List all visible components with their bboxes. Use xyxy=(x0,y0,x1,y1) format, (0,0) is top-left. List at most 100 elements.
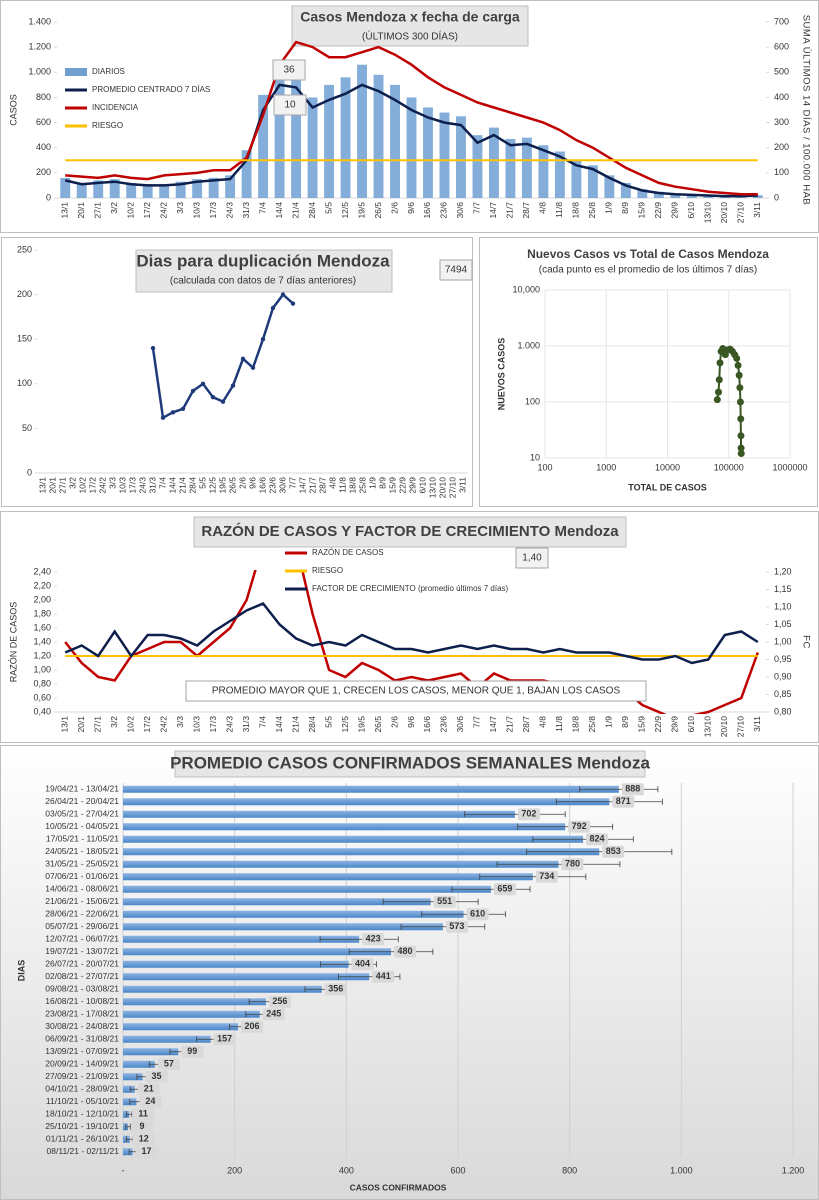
annotation: PROMEDIO MAYOR QUE 1, CRECEN LOS CASOS, … xyxy=(212,686,621,697)
y2-tick-label: 400 xyxy=(774,92,789,102)
x-axis-label: CASOS CONFIRMADOS xyxy=(350,1182,447,1192)
x-tick-label: 10/2 xyxy=(77,477,87,494)
value-label-box xyxy=(213,1033,236,1046)
x-tick-label: 3/3 xyxy=(107,477,117,489)
x-tick-label: 3/11 xyxy=(752,202,762,218)
legend-label: RAZÓN DE CASOS xyxy=(312,548,384,557)
x-tick-label: 10000 xyxy=(655,462,680,472)
line xyxy=(64,601,759,665)
point xyxy=(737,444,745,452)
value-label: 9 xyxy=(140,1121,145,1131)
title-box xyxy=(291,5,529,47)
x-tick-label: 27/1 xyxy=(57,477,67,494)
x-tick-label: 19/5 xyxy=(356,716,366,733)
y-tick-label: 03/05/21 - 27/04/21 xyxy=(45,809,119,819)
y-tick-label: 200 xyxy=(17,289,32,299)
y-tick-label: 0,60 xyxy=(33,692,51,702)
legend-label: RIESGO xyxy=(92,121,123,130)
y-tick-label: 17/05/21 - 11/05/21 xyxy=(46,834,119,844)
value-label-box xyxy=(568,820,591,833)
x-tick-label: 24/2 xyxy=(158,202,168,219)
y-axis-label: NUEVOS CASOS xyxy=(496,338,506,411)
x-tick-label: 16/6 xyxy=(422,716,432,733)
y-tick-label: 1.400 xyxy=(28,16,51,26)
value-label: 24 xyxy=(145,1096,155,1106)
x-tick-label: 26/5 xyxy=(373,716,383,733)
x-tick-label: 14/7 xyxy=(488,202,498,219)
annotation-box xyxy=(439,259,473,281)
bar xyxy=(123,1073,143,1081)
y-tick-label: 1,60 xyxy=(33,622,51,632)
value-label-box xyxy=(602,845,625,858)
annotation: 7494 xyxy=(445,265,468,276)
x-tick-label: 9/6 xyxy=(406,202,416,214)
bar xyxy=(620,182,631,198)
value-label-box xyxy=(535,870,558,883)
bar xyxy=(109,179,120,198)
y-tick-label: 13/09/21 - 07/09/21 xyxy=(45,1046,119,1056)
y2-tick-label: 100 xyxy=(774,167,789,177)
bar xyxy=(60,177,71,198)
value-label: 17 xyxy=(141,1146,151,1156)
x-tick-label: 21/7 xyxy=(505,202,515,219)
chart-title: RAZÓN DE CASOS Y FACTOR DE CRECIMIENTO M… xyxy=(201,522,619,540)
bar xyxy=(637,189,648,198)
x-tick-label: 31/3 xyxy=(241,716,251,733)
title-box xyxy=(174,750,646,778)
y2-tick-label: 200 xyxy=(774,142,789,152)
x-tick-label: 29/9 xyxy=(407,477,417,494)
bar xyxy=(123,998,266,1006)
value-label: 206 xyxy=(245,1021,260,1031)
x-tick-label: 23/6 xyxy=(439,202,449,219)
value-label-box xyxy=(362,933,385,946)
y2-tick-label: 1,15 xyxy=(774,584,792,594)
x-tick-label: 21/7 xyxy=(505,716,515,733)
bar xyxy=(521,137,532,198)
y-axis-label: RAZÓN DE CASOS xyxy=(8,602,18,683)
x-tick-label: 800 xyxy=(562,1165,577,1175)
x-tick-label: 28/4 xyxy=(187,477,197,494)
y-tick-label: 26/07/21 - 20/07/21 xyxy=(45,959,119,969)
x-tick-label: 9/6 xyxy=(406,716,416,728)
value-label: 824 xyxy=(590,834,605,844)
y-tick-label: 0,80 xyxy=(33,678,51,688)
bar xyxy=(123,948,391,956)
y-tick-label: 1.200 xyxy=(28,42,51,52)
point xyxy=(735,371,743,379)
y-tick-label: 1,40 xyxy=(33,636,51,646)
x-tick-label: 3/11 xyxy=(457,477,467,493)
y-axis-label: DIAS xyxy=(16,960,26,982)
x-tick-label: 6/10 xyxy=(417,477,427,494)
x-tick-label: 27/1 xyxy=(92,716,102,733)
value-label-box xyxy=(137,1083,160,1096)
value-label: 356 xyxy=(328,984,343,994)
point xyxy=(737,450,745,458)
x-tick-label: 24/3 xyxy=(137,477,147,494)
bar xyxy=(126,182,137,198)
y-tick-label: 24/05/21 - 18/05/21 xyxy=(45,846,119,856)
bar xyxy=(123,785,619,793)
value-label: 423 xyxy=(366,934,381,944)
bar xyxy=(307,97,318,198)
bar xyxy=(373,74,384,198)
x-tick-label: 31/3 xyxy=(241,202,251,219)
point xyxy=(715,376,723,384)
x-tick-label: 28/4 xyxy=(307,202,317,219)
legend-label: FACTOR DE CRECIMIENTO (promedio últimos … xyxy=(312,584,509,593)
x-tick-label: 8/9 xyxy=(620,716,630,728)
value-label-box xyxy=(445,920,468,933)
x-tick-label: 1.200 xyxy=(782,1165,805,1175)
value-label: 480 xyxy=(397,946,412,956)
value-label-box xyxy=(433,895,456,908)
bar xyxy=(123,798,610,806)
x-tick-label: 5/5 xyxy=(197,477,207,489)
x-tick-label: 7/7 xyxy=(472,202,482,214)
bar xyxy=(123,1048,179,1056)
legend-swatch xyxy=(65,68,87,76)
value-label: 659 xyxy=(497,884,512,894)
value-label: 99 xyxy=(187,1046,197,1056)
x-tick-label: 27/10 xyxy=(736,716,746,738)
value-label-box xyxy=(561,858,584,871)
x-tick-label: 15/9 xyxy=(387,477,397,494)
x-tick-label: 10/2 xyxy=(125,202,135,219)
